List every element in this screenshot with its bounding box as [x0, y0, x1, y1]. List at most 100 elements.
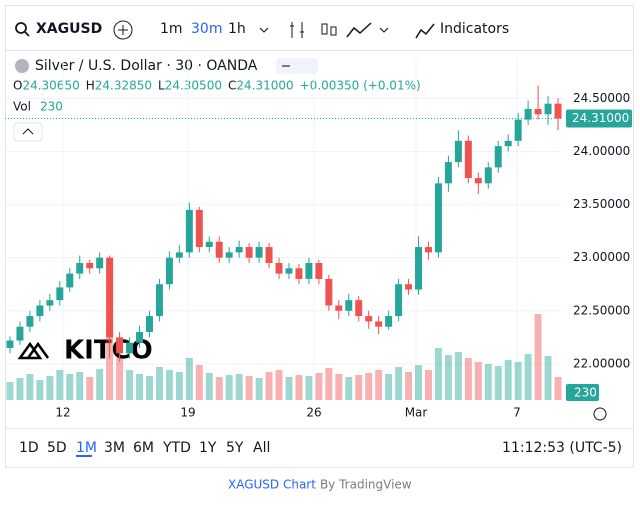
y-tick-label: 24.50000 [573, 91, 630, 105]
volume-bar [375, 370, 383, 400]
y-tick-label: 22.00000 [573, 356, 630, 370]
candle-style[interactable] [321, 23, 328, 35]
y-tick-label: 22.50000 [573, 303, 630, 317]
indicators[interactable]: Indicators [440, 21, 509, 37]
candle-body [335, 305, 343, 311]
candle-body [385, 316, 393, 327]
volume-bar [494, 366, 502, 400]
volume-bar [524, 354, 532, 400]
volume-bar [534, 314, 542, 400]
add-symbol[interactable] [113, 20, 133, 40]
candle-body [185, 209, 193, 253]
volume-bar [26, 374, 34, 400]
candle-body [265, 247, 273, 263]
volume-bar [126, 370, 134, 400]
range-button[interactable]: 1D [19, 440, 39, 456]
candle-body [76, 262, 84, 274]
candle-body [86, 262, 94, 269]
range-button[interactable]: 1M [76, 440, 97, 456]
candle-body [245, 247, 253, 258]
style-menu[interactable] [379, 27, 389, 33]
volume-bar [255, 378, 263, 400]
volume-bar [415, 365, 423, 400]
volume-bar [175, 372, 183, 400]
candle-body [474, 178, 482, 184]
volume-bar [355, 375, 363, 400]
candle-body [295, 268, 303, 279]
add-symbol [118, 25, 128, 35]
volume-bar [235, 374, 243, 400]
x-tick-label: 19 [180, 406, 195, 420]
candle-body [395, 284, 403, 317]
candle-body [315, 262, 323, 279]
y-tick-label: 23.50000 [573, 197, 630, 211]
indicators-icon[interactable] [415, 23, 435, 39]
volume-bar [504, 360, 512, 400]
ohlc-value: 24.30500 [165, 79, 222, 93]
interval[interactable]: 1h [228, 21, 246, 37]
candle-body [494, 146, 502, 168]
volume-bar [554, 377, 562, 400]
candle-body [126, 342, 134, 354]
volume-bar [245, 376, 253, 400]
symbol[interactable]: XAGUSD [36, 21, 102, 37]
candle-body [424, 247, 432, 253]
volume-bar [66, 374, 74, 400]
interval[interactable]: 30m [191, 21, 222, 37]
interval-menu[interactable] [259, 27, 269, 33]
ohlc-key: O [13, 79, 22, 93]
clock: 11:12:53 (UTC-5) [502, 440, 622, 456]
legend-toggle[interactable] [276, 58, 318, 74]
candle-body [155, 284, 163, 317]
search-icon[interactable] [15, 22, 27, 34]
range-button[interactable]: YTD [162, 440, 191, 456]
candle-body [106, 257, 114, 338]
area-style[interactable] [346, 22, 372, 38]
candle-body [434, 183, 442, 253]
x-tick-label: 12 [55, 406, 70, 420]
interval[interactable]: 1m [160, 21, 183, 37]
frame [5, 5, 634, 468]
volume-bar [16, 378, 24, 400]
candle-body [36, 305, 44, 317]
candle-body [355, 300, 363, 317]
change: +0.00350 (+0.01%) [300, 79, 421, 93]
settings-icon[interactable] [593, 407, 607, 421]
candle-body [165, 257, 173, 285]
volume-bar [385, 374, 393, 400]
candle-body [6, 340, 14, 348]
bar-style[interactable] [290, 22, 304, 38]
candle-body [275, 262, 283, 274]
volume-bar [116, 358, 124, 400]
range-button[interactable]: 6M [133, 440, 154, 456]
candle-body [325, 278, 333, 306]
footer-link[interactable]: XAGUSD Chart [228, 478, 316, 492]
candle-body [136, 332, 144, 343]
candle-body [305, 262, 313, 279]
x-tick-label: 7 [513, 406, 521, 420]
range-button[interactable]: 5Y [226, 440, 244, 456]
volume-bar [325, 368, 333, 400]
range-button[interactable]: 3M [104, 440, 125, 456]
ohlc-value: 24.30650 [22, 79, 79, 93]
collapse-button[interactable] [13, 122, 43, 142]
candle-body [16, 326, 24, 341]
candle-body [365, 316, 373, 322]
x-tick-label: Mar [405, 406, 428, 420]
candle-body [544, 103, 552, 115]
candle-body [46, 300, 54, 306]
candle-style [330, 26, 337, 36]
range-button[interactable]: 5D [47, 440, 67, 456]
range-button[interactable]: 1Y [199, 440, 217, 456]
candle-body [205, 241, 213, 248]
volume-bar [434, 348, 442, 400]
volume-bar [155, 367, 163, 400]
ohlc-value: 24.32850 [95, 79, 152, 93]
vol-value: 230 [40, 100, 63, 114]
range-button[interactable]: All [253, 440, 270, 456]
volume-bar [514, 362, 522, 400]
ohlc-key: H [86, 79, 95, 93]
candle-body [375, 321, 383, 327]
volume-bar [285, 377, 293, 400]
